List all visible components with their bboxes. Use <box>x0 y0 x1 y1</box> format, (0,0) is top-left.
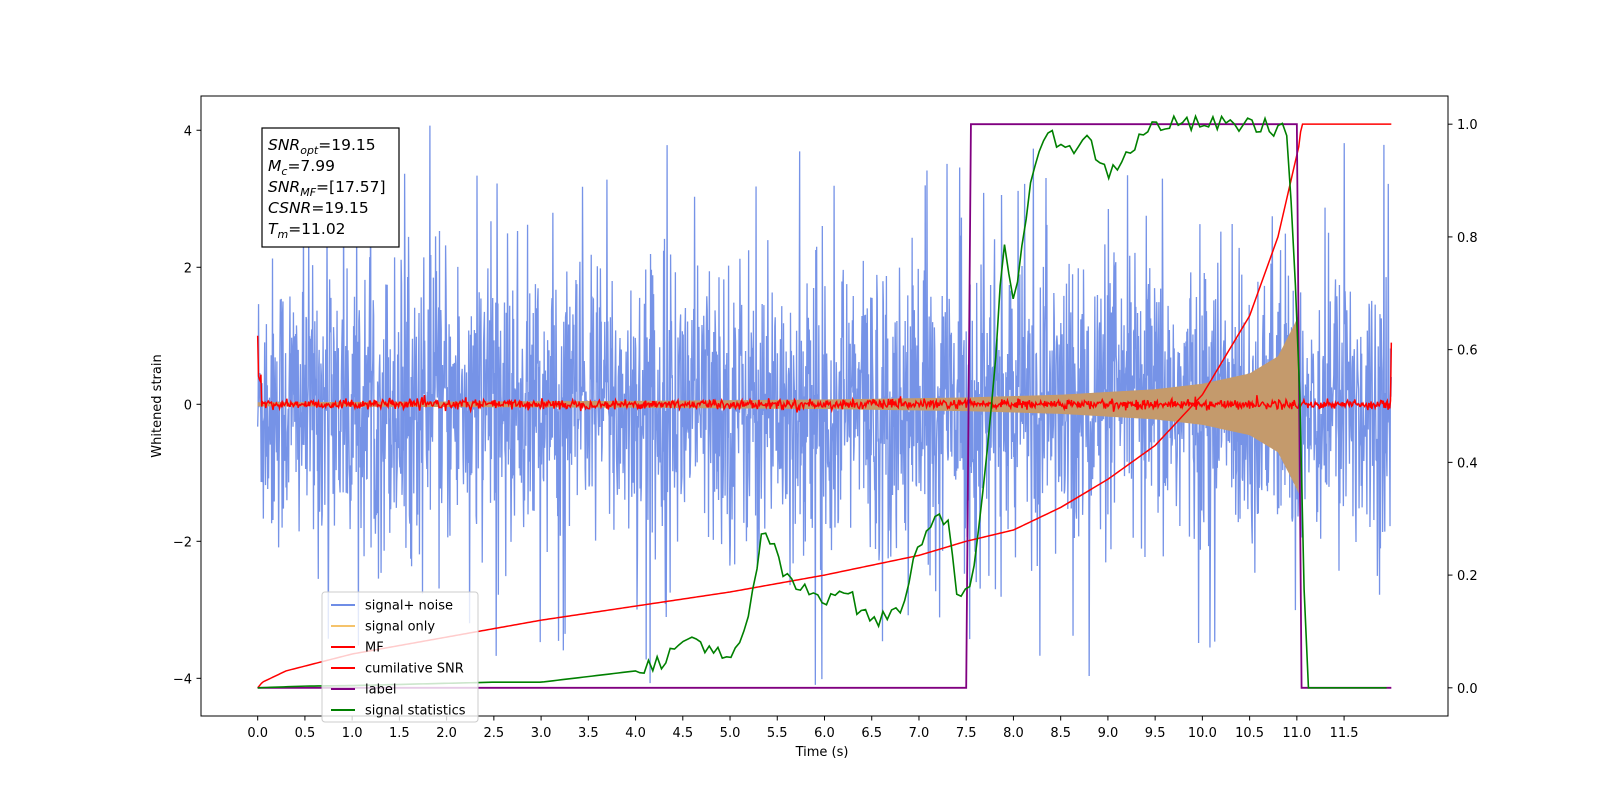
x-tick-label: 11.5 <box>1330 726 1359 741</box>
y-axis-label: Whitened strain <box>150 354 165 457</box>
y-tick-label: 2 <box>184 261 192 276</box>
legend-label: signal only <box>365 620 435 635</box>
x-tick-label: 4.0 <box>625 726 646 741</box>
y2-tick-label: 0.2 <box>1457 569 1478 584</box>
legend-label: signal statistics <box>365 704 466 719</box>
annotation-line: Tm=11.02 <box>268 220 346 241</box>
y-tick-label: −2 <box>173 535 192 550</box>
legend-frame <box>321 591 479 723</box>
x-tick-label: 6.5 <box>861 726 882 741</box>
x-tick-label: 8.0 <box>1003 726 1024 741</box>
y-axis-ticks: −4 −2 0 2 4 <box>173 124 201 687</box>
y2-tick-label: 0.0 <box>1457 682 1478 697</box>
x-tick-label: 0.0 <box>247 726 268 741</box>
x-tick-label: 10.0 <box>1188 726 1217 741</box>
x-tick-label: 9.0 <box>1098 726 1119 741</box>
annotation-box-frame <box>261 127 400 248</box>
annotation-line: SNRopt=19.15 <box>268 136 376 157</box>
x-axis-label: Time (s) <box>795 745 849 760</box>
x-tick-label: 3.5 <box>578 726 599 741</box>
annotation-line: SNRMF=[17.57] <box>268 178 386 199</box>
annotation-box: SNRopt=19.15Mc=7.99SNRMF=[17.57]CSNR=19.… <box>261 127 400 248</box>
y2-tick-label: 0.8 <box>1457 231 1478 246</box>
x-tick-label: 1.5 <box>389 726 410 741</box>
x-tick-label: 8.5 <box>1050 726 1071 741</box>
y2-tick-label: 0.6 <box>1457 344 1478 359</box>
legend-label: label <box>365 683 396 698</box>
x-tick-label: 5.5 <box>767 726 788 741</box>
y2-tick-label: 1.0 <box>1457 118 1478 133</box>
annotation-line: Mc=7.99 <box>268 157 335 178</box>
annotation-line: CSNR=19.15 <box>268 199 369 217</box>
y-tick-label: 0 <box>184 398 192 413</box>
legend-label: MF <box>365 641 384 656</box>
x-tick-label: 10.5 <box>1235 726 1264 741</box>
x-axis-ticks: 0.0 0.5 1.0 1.5 2.0 2.5 3.0 3.5 4.0 4.5 5.0 5.5 6.0 6… <box>247 716 1359 741</box>
y-tick-label: 4 <box>184 124 192 139</box>
legend-label: cumilative SNR <box>365 662 464 677</box>
y2-axis-ticks: 0.0 0.2 0.4 0.6 0.8 1.0 <box>1448 118 1478 697</box>
legend-label: signal+ noise <box>365 599 453 614</box>
x-tick-label: 7.0 <box>909 726 930 741</box>
series-mf-line <box>256 335 1393 414</box>
x-tick-label: 6.0 <box>814 726 835 741</box>
x-tick-label: 0.5 <box>295 726 316 741</box>
y-tick-label: −4 <box>173 672 192 687</box>
x-tick-label: 2.5 <box>484 726 505 741</box>
x-tick-label: 11.0 <box>1282 726 1311 741</box>
x-tick-label: 7.5 <box>956 726 977 741</box>
y2-tick-label: 0.4 <box>1457 456 1478 471</box>
x-tick-label: 5.0 <box>720 726 741 741</box>
legend: signal+ noise signal only MF cumilative SNR… <box>321 591 479 723</box>
x-tick-label: 3.0 <box>531 726 552 741</box>
x-tick-label: 2.0 <box>436 726 457 741</box>
x-tick-label: 4.5 <box>672 726 693 741</box>
x-tick-label: 9.5 <box>1145 726 1166 741</box>
x-tick-label: 1.0 <box>342 726 363 741</box>
